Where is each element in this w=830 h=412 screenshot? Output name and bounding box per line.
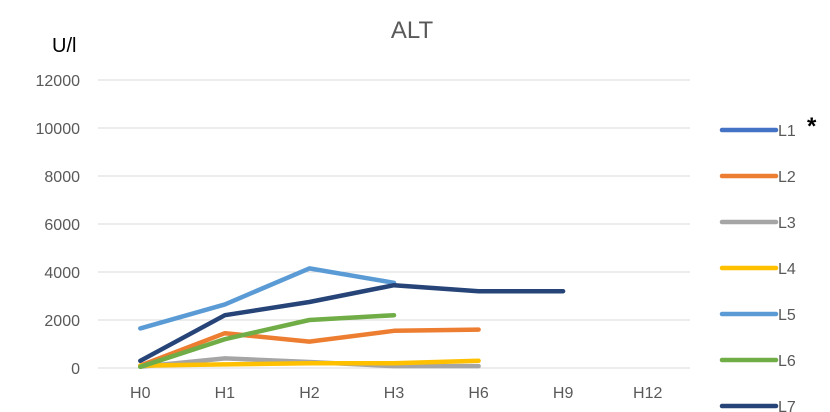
legend-label-L3: L3 [778,215,796,232]
series-line-L4 [138,358,481,368]
x-tick-label: H9 [553,385,574,402]
y-tick-labels: 0 2000 4000 6000 8000 10000 12000 [36,73,81,378]
x-tick-label: H0 [130,385,151,402]
series-line-L2 [138,327,481,368]
y-tick-label: 12000 [36,73,81,90]
x-tick-label: H1 [215,385,236,402]
series-line-L5 [138,266,397,331]
y-tick-label: 6000 [44,217,80,234]
legend-label-L4: L4 [778,261,796,278]
series-line-L7 [138,282,566,364]
legend-label-L5: L5 [778,307,796,324]
legend-label-L6: L6 [778,353,796,370]
y-tick-label: 0 [71,361,80,378]
y-tick-label: 8000 [44,169,80,186]
gridlines [98,79,690,369]
annotation-star: * [807,113,817,140]
y-tick-label: 10000 [36,121,81,138]
x-tick-label: H3 [384,385,405,402]
x-tick-label: H2 [299,385,320,402]
y-tick-label: 4000 [44,265,80,282]
y-axis-label: U/l [52,35,76,57]
x-tick-label: H6 [468,385,489,402]
legend: L1 * L2 L3 L4 L5 L6 L7 [719,113,817,412]
y-tick-label: 2000 [44,313,80,330]
legend-label-L2: L2 [778,169,796,186]
series-lines [138,266,566,370]
series-line-L6 [138,312,397,370]
x-tick-label: H12 [633,385,662,402]
legend-label-L1: L1 [778,123,796,140]
chart-title: ALT [391,17,434,44]
legend-label-L7: L7 [778,399,796,412]
x-tick-labels: H0 H1 H2 H3 H6 H9 H12 [130,385,662,402]
